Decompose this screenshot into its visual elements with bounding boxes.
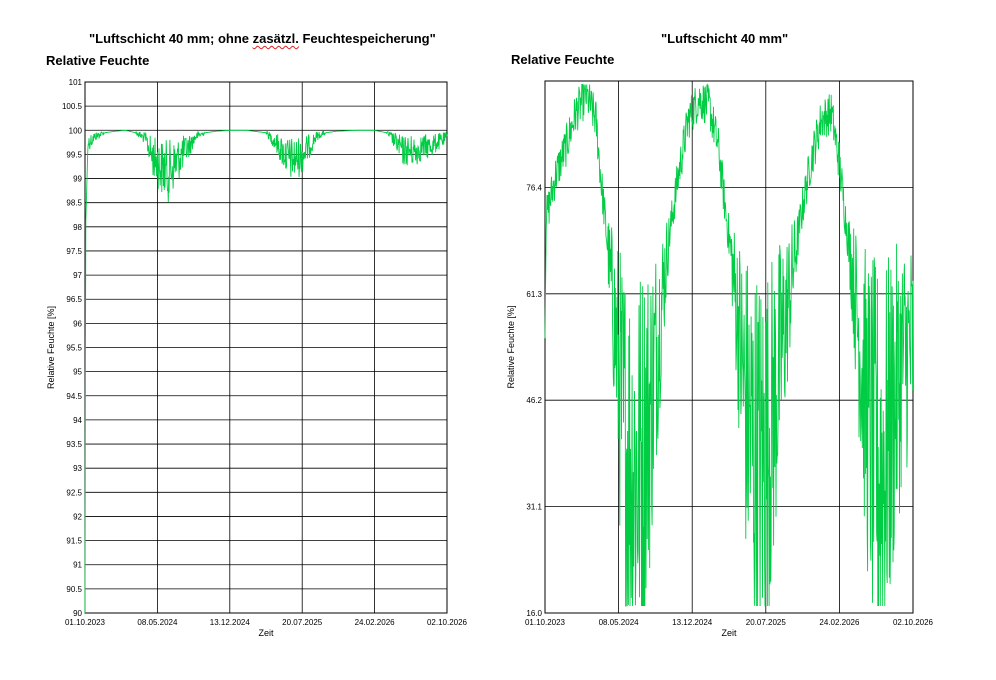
y-tick-label: 92 [73, 512, 82, 521]
caption-left: "Luftschicht 40 mm; ohne zasätzl. Feucht… [89, 31, 436, 46]
y-tick-label: 91.5 [66, 537, 82, 546]
y-tick-label: 91 [73, 561, 82, 570]
y-tick-label: 90.5 [66, 585, 82, 594]
y-tick-label: 98 [73, 223, 82, 232]
y-tick-label: 94.5 [66, 392, 82, 401]
y-tick-label: 100 [69, 126, 83, 135]
y-tick-label: 97 [73, 271, 82, 280]
y-tick-label: 97.5 [66, 247, 82, 256]
y-tick-label: 31.1 [526, 503, 542, 512]
y-tick-label: 93 [73, 464, 82, 473]
y-tick-label: 98.5 [66, 199, 82, 208]
y-tick-label: 93.5 [66, 440, 82, 449]
caption-left-post: Feuchtespeicherung" [298, 31, 436, 46]
x-tick-label: 08.05.2024 [137, 618, 178, 627]
caption-left-pre: "Luftschicht 40 mm; ohne [89, 31, 253, 46]
y-tick-label: 99 [73, 175, 82, 184]
y-tick-label: 95 [73, 368, 82, 377]
x-tick-label: 02.10.2026 [427, 618, 468, 627]
x-tick-label: 24.02.2026 [819, 618, 860, 627]
y-tick-label: 96 [73, 319, 82, 328]
x-tick-label: 01.10.2023 [65, 618, 106, 627]
caption-left-wavy: zasätzl. [252, 31, 299, 46]
y-tick-label: 46.2 [526, 396, 542, 405]
y-axis-label: Relative Feuchte [%] [506, 305, 516, 388]
y-tick-label: 100.5 [62, 102, 83, 111]
y-tick-label: 61.3 [526, 290, 542, 299]
y-tick-label: 92.5 [66, 488, 82, 497]
x-tick-label: 02.10.2026 [893, 618, 934, 627]
y-tick-label: 16.0 [526, 609, 542, 618]
x-tick-label: 13.12.2024 [210, 618, 251, 627]
y-tick-label: 90 [73, 609, 82, 618]
x-tick-label: 20.07.2025 [746, 618, 787, 627]
y-axis-label: Relative Feuchte [%] [46, 306, 56, 389]
y-tick-label: 95.5 [66, 344, 82, 353]
x-axis-label: Zeit [258, 628, 274, 638]
x-tick-label: 01.10.2023 [525, 618, 566, 627]
x-tick-label: 24.02.2026 [355, 618, 396, 627]
x-tick-label: 08.05.2024 [599, 618, 640, 627]
y-tick-label: 96.5 [66, 295, 82, 304]
x-tick-label: 13.12.2024 [672, 618, 713, 627]
caption-right: "Luftschicht 40 mm" [661, 31, 789, 46]
y-tick-label: 99.5 [66, 150, 82, 159]
x-tick-label: 20.07.2025 [282, 618, 323, 627]
y-tick-label: 94 [73, 416, 82, 425]
series-line-right [544, 83, 914, 607]
y-tick-label: 101 [69, 78, 83, 87]
chart-title-left: Relative Feuchte [46, 53, 150, 68]
chart-title-right: Relative Feuchte [511, 52, 615, 67]
series-line-left [84, 129, 448, 614]
y-tick-label: 76.4 [526, 183, 542, 192]
x-axis-label: Zeit [721, 628, 737, 638]
plot-frame-right [544, 80, 914, 614]
